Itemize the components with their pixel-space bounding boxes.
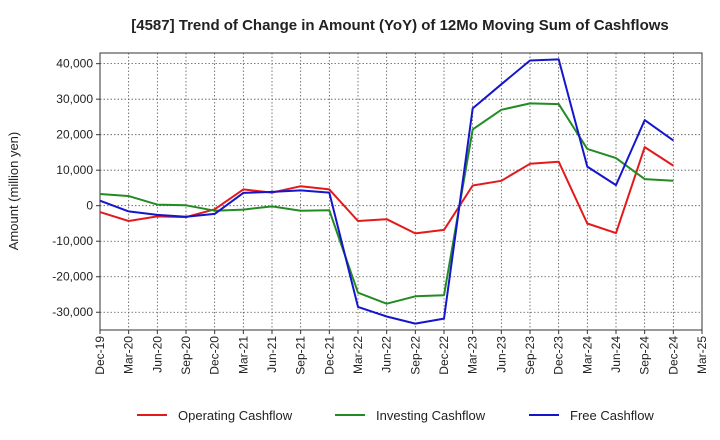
x-tick-label: Mar-20: [122, 336, 136, 374]
x-tick-label: Sep-20: [179, 336, 193, 375]
y-tick-label: -30,000: [52, 305, 93, 319]
x-tick-label: Sep-22: [408, 336, 422, 375]
y-tick-label: -20,000: [52, 270, 93, 284]
y-axis-label-group: Amount (million yen): [6, 132, 21, 251]
x-tick-label: Dec-23: [552, 336, 566, 375]
x-tick-label: Jun-24: [609, 336, 623, 373]
y-tick-label: 20,000: [56, 128, 93, 142]
x-tick-label: Mar-22: [351, 336, 365, 374]
x-tick-label: Mar-25: [695, 336, 709, 374]
x-tick-label: Dec-20: [208, 336, 222, 375]
legend-label-free-cashflow: Free Cashflow: [570, 408, 654, 423]
x-tick-label: Dec-21: [322, 336, 336, 375]
y-tick-label: 0: [86, 199, 93, 213]
x-tick-label: Dec-19: [93, 336, 107, 375]
legend-label-investing-cashflow: Investing Cashflow: [376, 408, 486, 423]
plot-area: [100, 53, 702, 330]
y-tick-label: 40,000: [56, 57, 93, 71]
x-tick-label: Jun-22: [380, 336, 394, 373]
legend: Operating Cashflow Investing Cashflow Free…: [137, 408, 654, 423]
y-axis-label: Amount (million yen): [6, 132, 21, 251]
y-tick-label: 10,000: [56, 163, 93, 177]
axes: -30,000 -20,000 -10,000 0 10,000 20,000 30,000…: [52, 52, 709, 375]
x-tick-label: Mar-24: [580, 336, 594, 374]
series-line-operating-cashflow: [99, 146, 674, 235]
plot-border: [99, 52, 703, 331]
chart-title: [4587] Trend of Change in Amount (YoY) o…: [131, 17, 669, 34]
y-tick-label: 30,000: [56, 92, 93, 106]
series-line-free-cashflow: [99, 58, 674, 325]
x-tick-label: Sep-21: [294, 336, 308, 375]
x-tick-label: Mar-23: [466, 336, 480, 374]
x-tick-label: Sep-24: [638, 336, 652, 375]
x-tick-label: Dec-22: [437, 336, 451, 375]
x-tick-label: Mar-21: [236, 336, 250, 374]
x-tick-label: Jun-20: [150, 336, 164, 373]
x-tick-label: Jun-23: [494, 336, 508, 373]
x-tick-label: Sep-23: [523, 336, 537, 375]
y-tick-label: -10,000: [52, 234, 93, 248]
series-lines: [99, 58, 674, 325]
legend-label-operating-cashflow: Operating Cashflow: [178, 408, 293, 423]
grid: [99, 53, 703, 330]
x-tick-label: Jun-21: [265, 336, 279, 373]
x-tick-label: Dec-24: [666, 336, 680, 375]
